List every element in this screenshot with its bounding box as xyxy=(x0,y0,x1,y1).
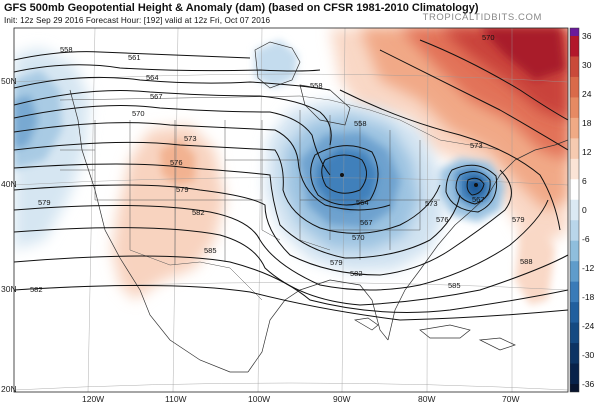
colorbar-tick-label: 24 xyxy=(582,89,592,99)
lat-label: 40N xyxy=(1,179,17,189)
colorbar-swatch xyxy=(570,56,579,78)
height-contours xyxy=(14,39,568,321)
contour-label: 561 xyxy=(128,53,141,62)
colorbar-swatch xyxy=(570,117,579,139)
colorbar-tick-label: 30 xyxy=(582,60,592,70)
lon-label: 110W xyxy=(165,394,187,404)
colorbar-swatch xyxy=(570,281,579,303)
colorbar-swatch xyxy=(570,363,579,385)
colorbar-swatch xyxy=(570,179,579,201)
lon-label: 70W xyxy=(502,394,520,404)
colorbar-tick-label: 18 xyxy=(582,118,592,128)
contour-label: 579 xyxy=(38,198,51,207)
colorbar-swatch xyxy=(570,261,579,283)
contour-label: 558 xyxy=(354,119,367,128)
contour-label: 579 xyxy=(330,258,343,267)
colorbar-tick-label: -24 xyxy=(582,321,595,331)
contour-label: 576 xyxy=(170,158,183,167)
colorbar-swatch xyxy=(570,220,579,242)
anomaly-colorbar xyxy=(569,27,580,393)
colorbar-swatch xyxy=(570,158,579,180)
colorbar-tick-label: -18 xyxy=(582,292,595,302)
lon-label: 100W xyxy=(248,394,271,404)
colorbar-swatch xyxy=(570,36,579,57)
colorbar-swatch xyxy=(570,240,579,262)
contour-label: 567 xyxy=(360,218,373,227)
contour-label: 558 xyxy=(60,45,73,54)
colorbar-tick-label: -36 xyxy=(582,379,595,389)
colorbar-cap-top xyxy=(570,28,579,36)
contour-label: 585 xyxy=(204,246,217,255)
colorbar-swatch xyxy=(570,302,579,324)
contour-label: 582 xyxy=(350,269,363,278)
lon-label: 90W xyxy=(333,394,351,404)
low-center-marker xyxy=(340,173,478,187)
colorbar-swatch xyxy=(570,322,579,344)
contour-label: 570 xyxy=(482,33,495,42)
contour-label: 570 xyxy=(352,233,365,242)
contour-label: 567 xyxy=(150,92,163,101)
colorbar-tick-label: 0 xyxy=(582,205,587,215)
colorbar-tick-label: -6 xyxy=(582,234,590,244)
contour-label: 567 xyxy=(472,195,485,204)
lat-label: 20N xyxy=(1,384,17,394)
warm-anomaly-atlantic xyxy=(515,225,555,305)
contour-label: 579 xyxy=(512,215,525,224)
colorbar-swatch xyxy=(570,343,579,365)
contour-label: 573 xyxy=(425,199,438,208)
contour-label: 564 xyxy=(146,73,159,82)
contour-label: 573 xyxy=(470,141,483,150)
lat-label: 50N xyxy=(1,76,17,86)
contour-label: 564 xyxy=(356,198,369,207)
cold-anomaly-north xyxy=(255,40,298,88)
contour-label: 582 xyxy=(192,208,205,217)
contour-label: 573 xyxy=(184,134,197,143)
colorbar-cap-bottom xyxy=(570,384,579,392)
colorbar-tick-label: 12 xyxy=(582,147,592,157)
contour-label: 570 xyxy=(132,109,145,118)
lon-label: 80W xyxy=(418,394,436,404)
map-subtitle: Init: 12z Sep 29 2016 Forecast Hour: [19… xyxy=(4,16,271,25)
contour-label: 576 xyxy=(436,215,449,224)
contour-labels: 558 561 564 567 570 573 576 579 582 585 … xyxy=(60,33,533,278)
cold-anomaly-pacific xyxy=(14,48,90,250)
brand-watermark: TROPICALTIDBITS.COM xyxy=(422,12,542,23)
colorbar-swatch xyxy=(570,138,579,160)
map-title: GFS 500mb Geopotential Height & Anomaly … xyxy=(4,2,479,14)
colorbar-swatch xyxy=(570,199,579,221)
contour-label: 588 xyxy=(520,257,533,266)
lon-label: 120W xyxy=(82,394,105,404)
lat-label: 30N xyxy=(1,284,17,294)
contour-label: 579 xyxy=(176,185,189,194)
colorbar-frame xyxy=(569,27,580,393)
colorbar-swatch xyxy=(570,97,579,119)
contour-label: 558 xyxy=(310,81,323,90)
colorbar-tick-label: 6 xyxy=(582,176,587,186)
map-frame xyxy=(13,27,569,393)
colorbar-tick-label: -12 xyxy=(582,263,595,273)
borders xyxy=(59,95,501,301)
contour-label: 585 xyxy=(448,281,461,290)
colorbar-tick-label: 36 xyxy=(582,31,592,41)
colorbar-tick-label: -30 xyxy=(582,350,595,360)
contour-label: 582 xyxy=(30,285,43,294)
colorbar-swatch xyxy=(570,76,579,98)
cold-anomaly-midwest xyxy=(265,100,445,272)
